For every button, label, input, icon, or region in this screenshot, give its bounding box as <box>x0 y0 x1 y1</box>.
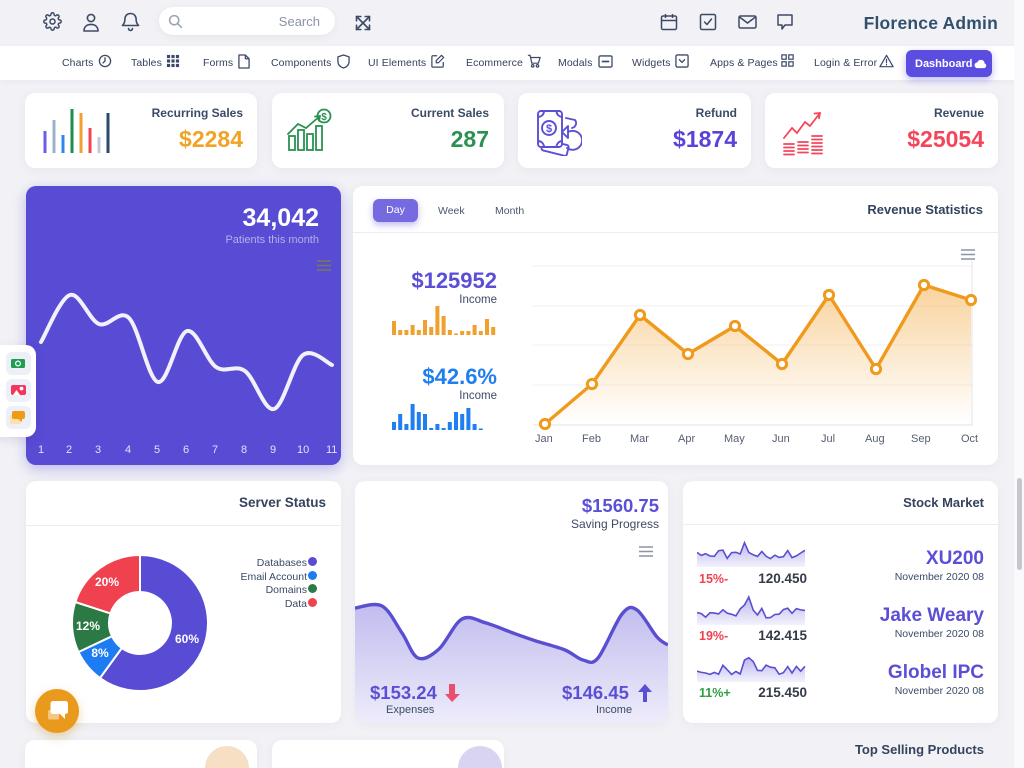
svg-text:12%: 12% <box>76 619 100 633</box>
svg-text:8%: 8% <box>91 646 109 660</box>
svg-text:$: $ <box>321 112 327 123</box>
svg-text:$: $ <box>546 123 552 135</box>
svg-text:20%: 20% <box>95 575 119 589</box>
svg-text:60%: 60% <box>175 632 199 646</box>
